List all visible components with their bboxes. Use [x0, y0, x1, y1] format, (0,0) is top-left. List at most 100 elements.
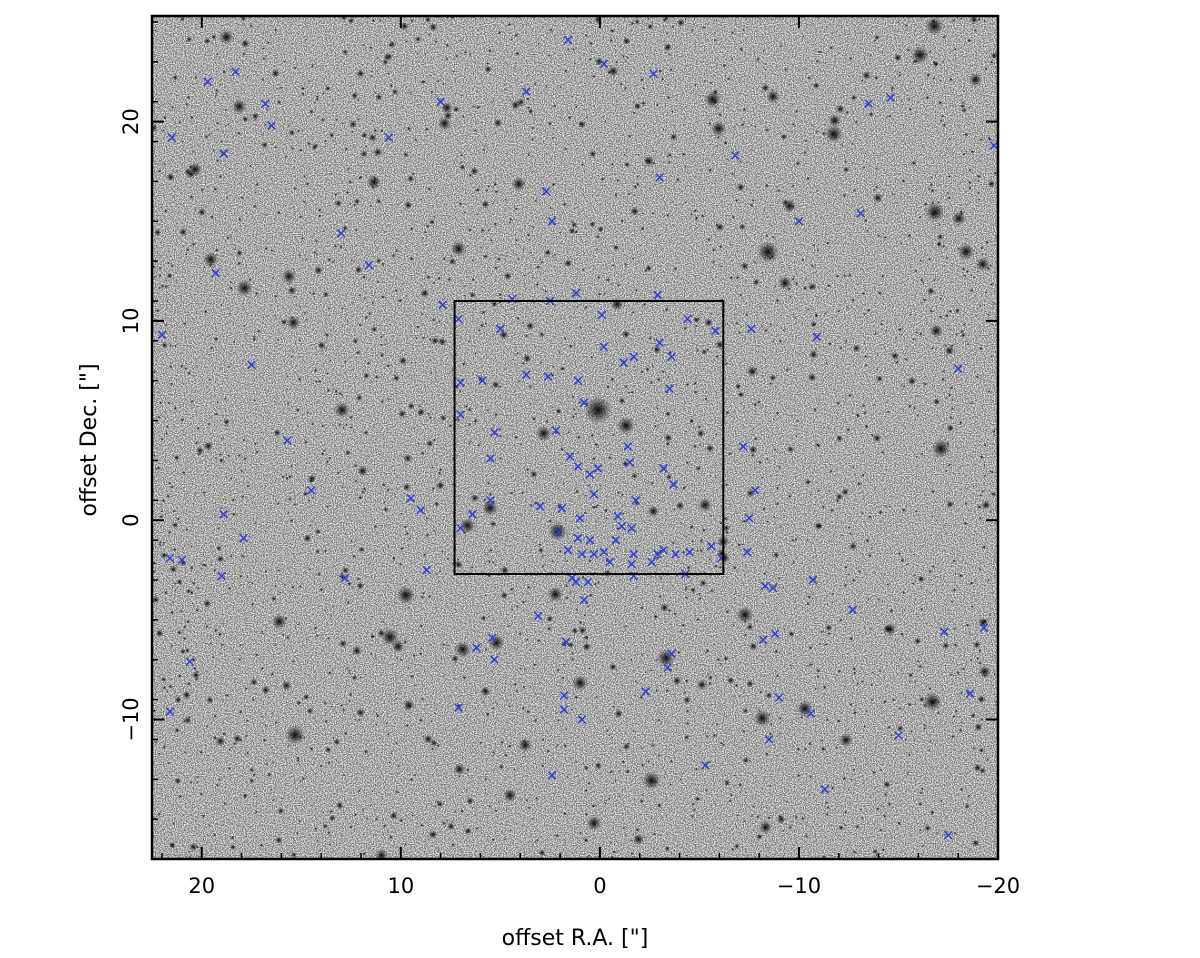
star [992, 302, 996, 306]
star [403, 525, 407, 529]
star [417, 408, 426, 417]
star [431, 486, 435, 490]
star [748, 445, 758, 455]
star [861, 511, 864, 515]
star [968, 72, 983, 87]
source-marker [764, 735, 774, 744]
star [356, 350, 361, 355]
star [561, 676, 565, 680]
star [791, 184, 795, 188]
star [195, 608, 200, 612]
star [843, 166, 850, 173]
star [828, 489, 831, 493]
star [916, 413, 920, 417]
star [577, 400, 582, 404]
star [765, 752, 769, 756]
star [968, 168, 972, 172]
star [281, 86, 284, 89]
star [573, 408, 576, 411]
star [281, 680, 292, 691]
star [630, 206, 640, 216]
star [168, 481, 172, 485]
star [300, 87, 304, 90]
star [919, 791, 923, 795]
source-marker [454, 703, 463, 712]
star [389, 581, 391, 583]
star [944, 345, 955, 356]
star [719, 521, 723, 525]
star [403, 639, 408, 644]
star [881, 274, 885, 278]
star [178, 228, 188, 237]
star [254, 291, 259, 296]
star [302, 693, 310, 701]
star [423, 734, 434, 744]
star [350, 130, 354, 134]
star [944, 344, 947, 347]
star [726, 322, 729, 325]
star [926, 73, 931, 78]
bright-star [698, 498, 712, 512]
source-marker [211, 268, 221, 278]
source-marker [671, 549, 680, 559]
star [907, 98, 911, 101]
star [544, 249, 552, 256]
star [229, 476, 233, 480]
star [595, 57, 603, 66]
star [865, 538, 870, 543]
star [774, 285, 777, 288]
star [567, 641, 574, 648]
star [262, 57, 266, 61]
star [812, 82, 820, 90]
star [287, 511, 290, 514]
star [844, 565, 848, 569]
star [611, 433, 615, 437]
star [459, 161, 463, 164]
star [492, 706, 495, 710]
source-marker [577, 549, 587, 559]
star [552, 136, 555, 140]
star [361, 490, 365, 494]
star [627, 192, 631, 196]
star [362, 851, 366, 856]
star [792, 561, 796, 565]
star [395, 742, 398, 745]
star [864, 354, 868, 358]
star [953, 643, 958, 647]
star [778, 716, 782, 720]
star [488, 804, 491, 808]
star [409, 594, 412, 596]
star [241, 302, 244, 305]
star [715, 476, 718, 478]
star [616, 491, 621, 495]
star [346, 167, 350, 171]
star [333, 244, 338, 248]
source-marker [939, 627, 949, 637]
star [405, 724, 409, 728]
star [217, 632, 222, 637]
star [220, 643, 224, 647]
star [322, 92, 325, 95]
star [696, 617, 700, 622]
star [852, 666, 857, 671]
star [298, 254, 302, 258]
star [619, 578, 622, 582]
star [295, 407, 300, 412]
source-marker [627, 523, 637, 533]
star [684, 17, 687, 21]
star [230, 420, 232, 422]
star [578, 626, 587, 635]
star [536, 838, 540, 842]
star [979, 304, 982, 307]
star [846, 573, 850, 576]
star [390, 752, 393, 755]
source-marker [707, 541, 716, 551]
star [862, 403, 866, 408]
star [480, 228, 485, 233]
star [876, 354, 879, 357]
star [575, 489, 579, 494]
star [200, 567, 203, 570]
star [185, 528, 189, 532]
star [530, 470, 538, 479]
star [420, 647, 423, 650]
